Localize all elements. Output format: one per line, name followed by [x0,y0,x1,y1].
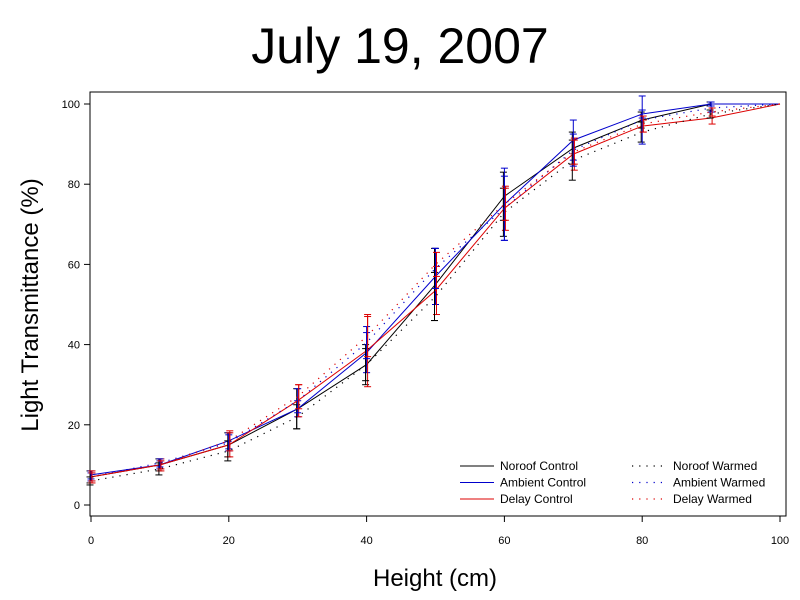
series-noroof-warmed [86,103,781,486]
legend-label-noroof-warmed: Noroof Warmed [673,459,757,473]
y-tick-label: 60 [68,259,80,271]
legend: Noroof Control Ambient Control Delay Contr… [460,459,765,506]
legend-label-ambient-control: Ambient Control [500,476,586,490]
y-tick-label: 100 [62,99,80,111]
series-layer [86,95,781,486]
y-axis: 0 20 40 60 80 100 [62,99,90,512]
y-tick-label: 40 [68,340,80,352]
y-axis-label: Light Transmittance (%) [17,178,44,431]
x-tick-label: 0 [88,535,94,547]
y-tick-label: 20 [68,420,80,432]
x-axis: 0 20 40 60 80 100 [88,516,789,547]
y-tick-label: 0 [74,500,80,512]
x-tick-label: 100 [771,535,789,547]
chart-title: July 19, 2007 [251,18,548,74]
series-ambient-control [87,101,780,480]
x-tick-label: 60 [498,535,510,547]
x-tick-label: 40 [360,535,372,547]
series-line-delay-control [90,103,781,478]
plot-frame [89,91,787,517]
series-delay-warmed [88,103,781,482]
x-axis-label: Height (cm) [373,565,497,592]
legend-label-delay-warmed: Delay Warmed [673,492,752,506]
x-tick-label: 80 [636,535,648,547]
series-ambient-warmed [87,95,781,482]
legend-label-delay-control: Delay Control [500,492,573,506]
series-line-delay-warmed [90,103,781,478]
legend-label-noroof-control: Noroof Control [500,459,578,473]
x-tick-label: 20 [223,535,235,547]
y-tick-label: 80 [68,179,80,191]
legend-label-ambient-warmed: Ambient Warmed [673,476,765,490]
